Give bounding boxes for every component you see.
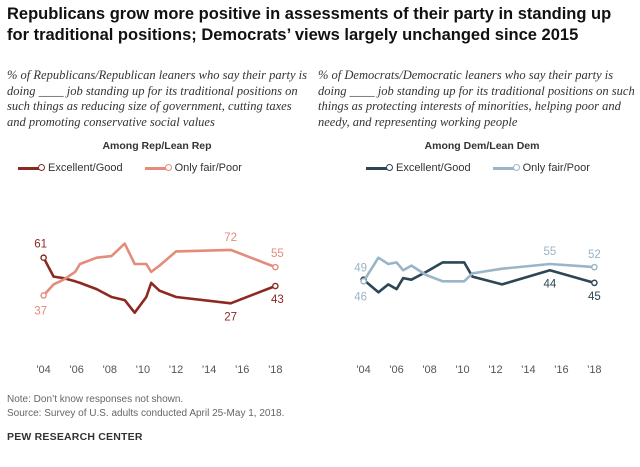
rep-x-tick-label: '04 <box>36 364 50 376</box>
left-legend: Excellent/Good Only fair/Poor <box>18 162 242 174</box>
rep-x-tick-label: '10 <box>136 364 150 376</box>
rep-series-excellent-good-data-label: 61 <box>34 239 47 251</box>
rep-series-only-fair-poor-data-label: 55 <box>271 248 284 260</box>
dem-x-tick-label: '06 <box>389 364 403 376</box>
pew-logo-text: PEW RESEARCH CENTER <box>7 431 143 443</box>
rep-x-tick-label: '16 <box>235 364 249 376</box>
dem-series-only-fair-poor-point <box>591 263 598 271</box>
rep-series-excellent-good-data-label: 43 <box>271 294 284 306</box>
dem-x-tick-label: '04 <box>356 364 370 376</box>
rep-series-excellent-good-data-label: 27 <box>224 311 237 323</box>
legend-swatch-rep-good <box>18 164 45 173</box>
legend-item-rep-poor: Only fair/Poor <box>144 162 242 174</box>
rep-series-only-fair-poor-point <box>272 263 279 271</box>
legend-swatch-dem-good <box>366 164 393 173</box>
legend-label-dem-good: Excellent/Good <box>396 162 471 174</box>
left-panel-subtitle: % of Republicans/Republican leaners who … <box>7 68 307 129</box>
rep-x-tick-label: '06 <box>70 364 84 376</box>
legend-swatch-rep-poor <box>144 164 172 173</box>
chart-title: Republicans grow more positive in assess… <box>7 5 612 44</box>
left-panel-label: Among Rep/Lean Rep <box>102 140 212 152</box>
dem-x-tick-label: '16 <box>554 364 568 376</box>
rep-series-only-fair-poor-line <box>42 242 277 297</box>
rep-series-excellent-good-point <box>272 282 279 290</box>
dem-series-excellent-good-data-label: 45 <box>588 291 601 303</box>
legend-label-dem-poor: Only fair/Poor <box>522 162 590 174</box>
dem-series-only-fair-poor-line <box>362 256 596 283</box>
rep-x-tick-label: '08 <box>103 364 117 376</box>
dem-series-only-fair-poor-data-label: 49 <box>354 262 367 274</box>
dem-series-only-fair-poor-data-label: 55 <box>543 246 556 258</box>
dem-x-tick-label: '18 <box>587 364 601 376</box>
rep-series-only-fair-poor-data-label: 37 <box>34 305 47 317</box>
rep-x-tick-label: '18 <box>268 364 282 376</box>
note-text: Note: Don’t know responses not shown. <box>7 394 184 405</box>
legend-item-rep-good: Excellent/Good <box>18 162 123 174</box>
rep-x-tick-label: '12 <box>169 364 183 376</box>
rep-x-tick-label: '14 <box>202 364 216 376</box>
legend-item-dem-good: Excellent/Good <box>366 162 471 174</box>
rep-series-only-fair-poor-point <box>40 292 47 299</box>
dem-series-only-fair-poor-data-label: 52 <box>588 249 601 261</box>
rep-series-excellent-good-line <box>42 256 277 315</box>
source-text: Source: Survey of U.S. adults conducted … <box>7 408 285 419</box>
dem-series-excellent-good-point <box>591 279 598 287</box>
right-panel-label: Among Dem/Lean Dem <box>424 140 540 152</box>
rep-series-only-fair-poor-data-label: 72 <box>224 232 237 244</box>
right-legend: Excellent/Good Only fair/Poor <box>366 162 590 174</box>
dem-x-tick-label: '12 <box>488 364 502 376</box>
legend-label-rep-poor: Only fair/Poor <box>174 162 242 174</box>
dem-x-tick-label: '14 <box>521 364 535 376</box>
dem-series-excellent-good-data-label: 44 <box>543 278 556 290</box>
right-panel-subtitle: % of Democrats/Democratic leaners who sa… <box>318 68 635 129</box>
legend-swatch-dem-poor <box>492 164 520 173</box>
legend-label-rep-good: Excellent/Good <box>48 162 123 174</box>
rep-series-excellent-good-point <box>40 254 47 262</box>
dem-series-only-fair-poor-data-label: 46 <box>354 291 367 303</box>
dem-series-only-fair-poor-point <box>360 277 367 285</box>
dem-series-excellent-good-line <box>362 261 596 294</box>
dem-x-tick-label: '08 <box>422 364 436 376</box>
legend-item-dem-poor: Only fair/Poor <box>492 162 590 174</box>
dem-x-tick-label: '10 <box>455 364 469 376</box>
